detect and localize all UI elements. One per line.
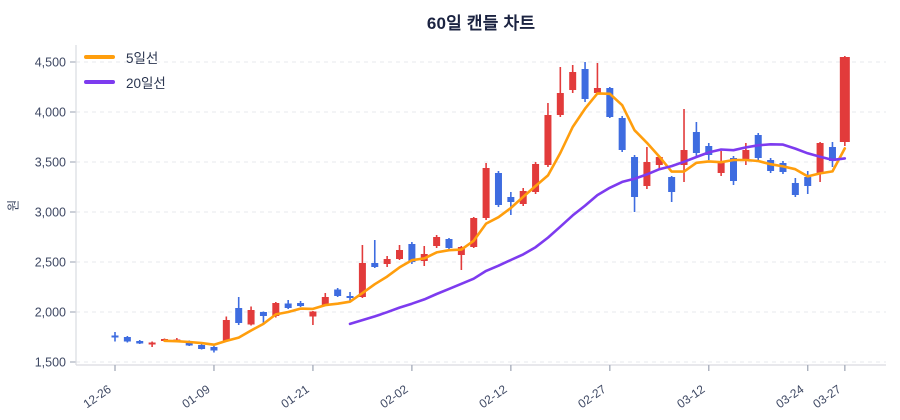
candle-body [692, 132, 700, 153]
y-tick-label: 1,500 [35, 355, 66, 369]
ma20-line-swatch [84, 80, 115, 84]
x-tick-label: 12-26 [81, 382, 114, 411]
legend-item-ma20[interactable]: 20일선 [84, 73, 166, 91]
candle-body [791, 183, 799, 195]
ma5-line [163, 92, 847, 347]
candle-body [284, 303, 292, 308]
candle-body [606, 88, 614, 117]
candle-body [358, 263, 366, 297]
candle-body [668, 177, 676, 192]
candle-body [235, 308, 243, 323]
candle-body [334, 289, 342, 296]
candle-body [396, 250, 404, 259]
ma20-line [348, 143, 847, 326]
candle-body [494, 173, 502, 205]
y-tick-label: 4,000 [35, 105, 66, 119]
candle-body [309, 311, 317, 317]
candle-body [839, 57, 850, 142]
candle-body [655, 157, 663, 165]
candle-body [532, 164, 540, 192]
candle-body [581, 69, 589, 99]
candle-body [742, 150, 750, 161]
candle-body [371, 263, 379, 267]
x-tick-label: 03-12 [674, 382, 707, 411]
candle-body [445, 239, 453, 248]
x-tick-label: 02-02 [377, 382, 410, 411]
candle-body [804, 177, 812, 186]
y-tick-label: 4,500 [35, 55, 66, 69]
ma20-legend-label: 20일선 [126, 76, 166, 91]
x-tick-label: 03-27 [810, 382, 843, 411]
y-tick-label: 3,000 [35, 205, 66, 219]
candle-body [618, 118, 626, 150]
chart-title: 60일 캔들 차트 [426, 14, 536, 33]
candle-body [569, 72, 577, 90]
candle-body [383, 259, 391, 264]
candle-body [457, 247, 465, 255]
y-axis-title: 원 [6, 199, 21, 212]
candle-body [297, 303, 305, 306]
candle-body [470, 218, 478, 247]
candle-body [593, 88, 601, 93]
x-tick-label: 01-21 [278, 382, 311, 411]
candle-body [482, 168, 490, 218]
y-tick-label: 2,500 [35, 255, 66, 269]
ma5-legend-label: 5일선 [126, 51, 159, 66]
candle-body [210, 347, 218, 351]
candle-body [346, 296, 354, 298]
candle-body [123, 337, 131, 342]
candle-body [198, 345, 206, 349]
ma5-line-swatch [84, 55, 115, 59]
candle-body [680, 150, 688, 165]
candle-body [828, 147, 836, 161]
candle-body [717, 161, 725, 173]
x-tick-label: 03-24 [773, 382, 806, 411]
candle-body [408, 244, 416, 262]
candle-body [507, 197, 515, 202]
candle-body [730, 158, 737, 181]
y-tick-label: 2,000 [35, 305, 66, 319]
candle-body [111, 335, 119, 338]
candle-body [247, 310, 255, 325]
candle-body [321, 297, 329, 305]
candle-body [544, 115, 552, 165]
candle-body [556, 93, 564, 115]
candle-body [222, 320, 230, 341]
x-tick-label: 01-09 [180, 382, 213, 411]
candle-body [631, 157, 639, 197]
candle-body [705, 146, 713, 155]
candle-body [272, 303, 280, 316]
candle-body [185, 341, 193, 346]
candle-body [136, 341, 144, 344]
x-tick-label: 02-12 [476, 382, 509, 411]
candle-body [259, 312, 267, 316]
candle-body [148, 342, 156, 345]
candle-body [433, 237, 441, 246]
x-tick-label: 02-27 [575, 382, 608, 411]
legend-item-ma5[interactable]: 5일선 [84, 48, 166, 66]
y-tick-label: 3,500 [35, 155, 66, 169]
legend: 5일선 20일선 [84, 48, 166, 98]
